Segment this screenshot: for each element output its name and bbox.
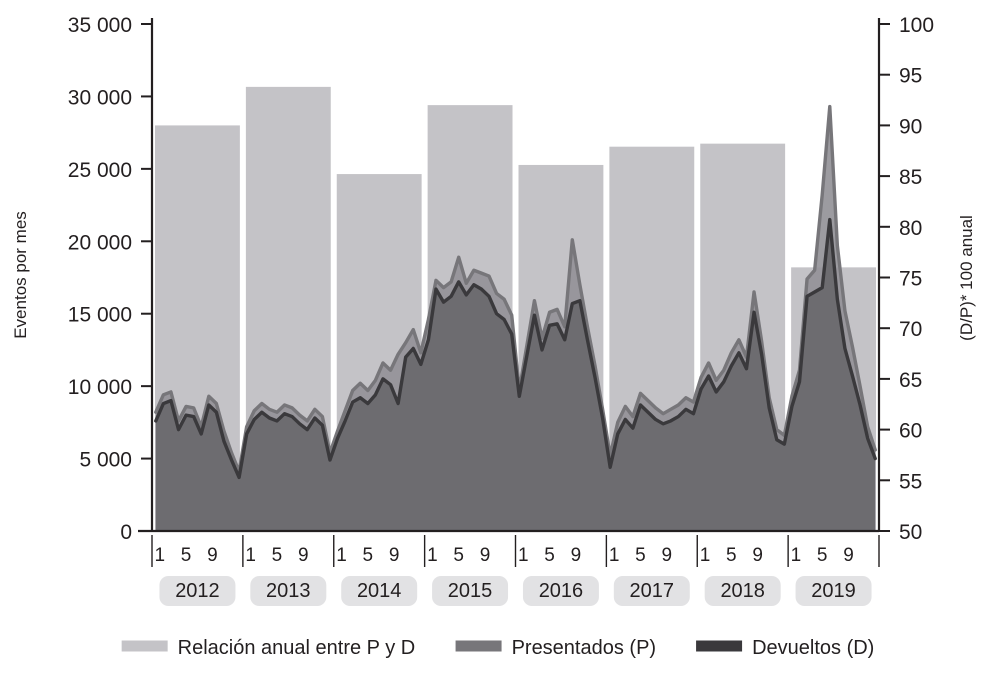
month-tick-label: 9 [571, 545, 582, 566]
month-tick-label: 1 [700, 545, 711, 566]
month-tick-label: 5 [726, 545, 737, 566]
y-right-tick-label: 75 [899, 268, 922, 291]
year-label-2018: 2018 [720, 580, 765, 602]
y-left-tick-label: 15 000 [68, 304, 132, 327]
month-tick-label: 1 [245, 545, 256, 566]
y-left-tick-label: 0 [120, 521, 132, 544]
month-tick-label: 5 [817, 545, 828, 566]
month-tick-label: 9 [752, 545, 763, 566]
year-label-box-2013 [250, 576, 327, 606]
y-right-tick-label: 90 [899, 115, 922, 138]
y-axis-right-label: (D/P)* 100 anual [957, 215, 976, 341]
devueltos-line [154, 217, 877, 480]
devueltos-area [154, 217, 877, 531]
year-label-2017: 2017 [630, 580, 675, 602]
year-label-box-2019 [795, 576, 872, 606]
month-tick-label: 1 [791, 545, 802, 566]
month-tick-label: 1 [336, 545, 347, 566]
month-tick-label: 1 [609, 545, 620, 566]
month-tick-label: 9 [480, 545, 491, 566]
month-tick-label: 1 [427, 545, 438, 566]
y-right-tick-label: 85 [899, 166, 922, 189]
y-right-tick-label: 50 [899, 521, 922, 544]
chart-legend: Relación anual entre P y D Presentados (P… [121, 637, 874, 659]
y-right-tick-label: 70 [899, 318, 922, 341]
month-tick-label: 5 [453, 545, 464, 566]
year-label-2016: 2016 [539, 580, 584, 602]
x-axis-year-labels: 2012 2013 2014 2015 2016 2017 2018 2019 [159, 576, 872, 606]
legend-swatch [455, 640, 502, 652]
legend-label: Presentados (P) [512, 637, 657, 659]
month-tick-label: 5 [635, 545, 646, 566]
year-label-2019: 2019 [811, 580, 856, 602]
year-label-2012: 2012 [175, 580, 220, 602]
month-tick-label: 9 [207, 545, 218, 566]
month-tick-label: 9 [843, 545, 854, 566]
month-tick-label: 5 [272, 545, 283, 566]
month-tick-label: 9 [298, 545, 309, 566]
month-tick-label: 1 [518, 545, 529, 566]
month-tick-label: 5 [544, 545, 555, 566]
year-label-2014: 2014 [357, 580, 402, 602]
y-axis-left-label: Eventos por mes [11, 211, 30, 339]
year-label-box-2015 [432, 576, 509, 606]
legend-label: Relación anual entre P y D [178, 637, 416, 659]
y-axis-right-ticks: 50 55 60 65 70 75 80 85 90 95 100 [879, 14, 934, 544]
y-left-tick-label: 35 000 [68, 14, 132, 37]
month-tick-label: 9 [389, 545, 400, 566]
y-left-tick-label: 25 000 [68, 159, 132, 182]
year-label-2013: 2013 [266, 580, 311, 602]
y-left-tick-label: 30 000 [68, 86, 132, 109]
axes-group [138, 18, 881, 533]
month-tick-label: 9 [661, 545, 672, 566]
year-label-2015: 2015 [448, 580, 493, 602]
y-right-tick-label: 95 [899, 65, 922, 88]
y-right-tick-label: 65 [899, 369, 922, 392]
year-label-box-2018 [704, 576, 781, 606]
month-tick-label: 5 [181, 545, 192, 566]
y-axis-left-ticks: 0 5 000 10 000 15 000 20 000 25 000 30 000 35 0… [68, 14, 152, 544]
legend-label: Devueltos (D) [752, 637, 874, 659]
legend-swatch [121, 640, 168, 652]
y-left-tick-label: 5 000 [79, 449, 132, 472]
month-tick-label: 1 [155, 545, 166, 566]
year-label-box-2017 [613, 576, 690, 606]
y-right-tick-label: 80 [899, 217, 922, 240]
y-left-tick-label: 20 000 [68, 231, 132, 254]
y-right-tick-label: 100 [899, 14, 934, 37]
legend-swatch [696, 640, 743, 652]
y-left-tick-label: 10 000 [68, 376, 132, 399]
year-label-box-2014 [341, 576, 418, 606]
y-right-tick-label: 60 [899, 420, 922, 443]
year-label-box-2016 [522, 576, 599, 606]
y-right-tick-label: 55 [899, 470, 922, 493]
year-label-box-2012 [159, 576, 236, 606]
month-tick-label: 5 [363, 545, 374, 566]
